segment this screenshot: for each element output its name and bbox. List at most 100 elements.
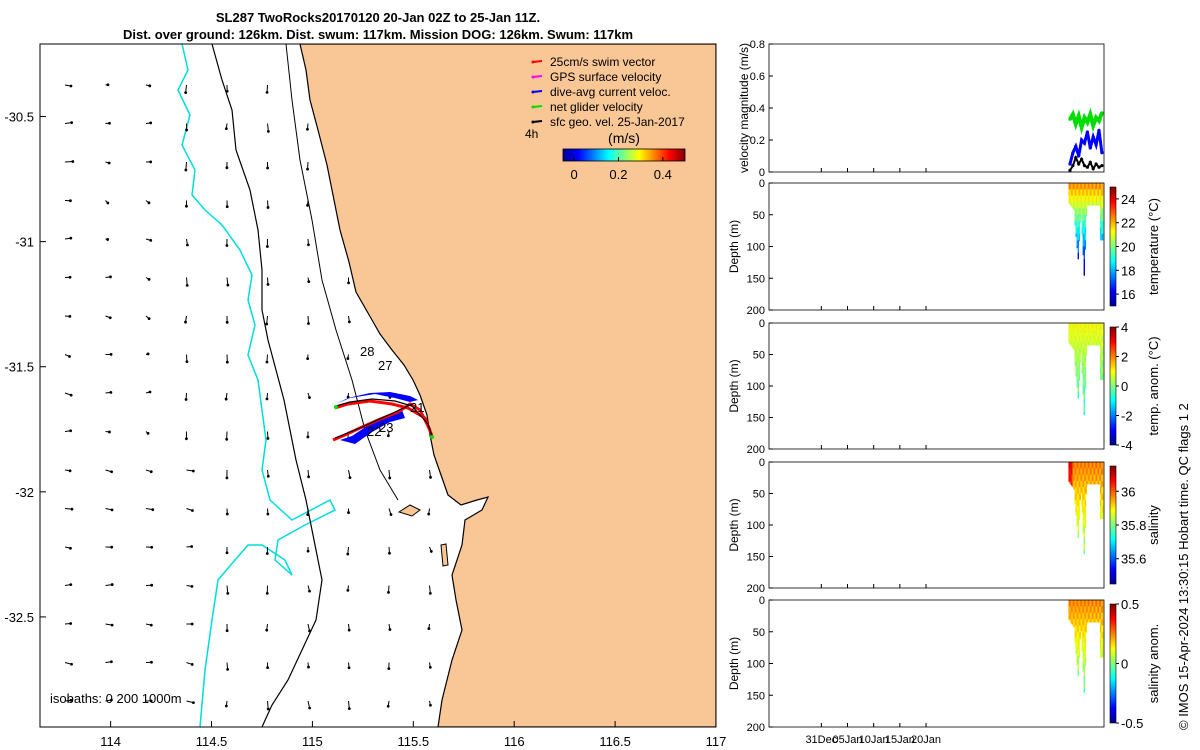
heatmap-cell xyxy=(1072,195,1074,203)
heatmap-cell xyxy=(1089,195,1092,203)
heatmap-cell xyxy=(1080,335,1082,343)
geo-vector-head xyxy=(107,161,111,165)
heatmap-cell xyxy=(1101,468,1104,475)
heatmap-cell xyxy=(1086,612,1089,620)
heatmap-cell xyxy=(1083,411,1085,415)
heatmap-cell xyxy=(1101,650,1104,658)
heatmap-cell xyxy=(1097,329,1100,336)
heatmap-cell xyxy=(1096,341,1099,346)
heatmap-cell xyxy=(1087,341,1090,346)
velocity-point xyxy=(1091,124,1095,128)
panel-ytick-label: 100 xyxy=(747,520,765,532)
heatmap-cell xyxy=(1085,480,1088,488)
geo-vector-head xyxy=(389,513,393,516)
heatmap-cell xyxy=(1085,606,1088,614)
panel-temperature: 0 50 100 150 200 Depth (m) 24 22 20 18 16 temperatu… xyxy=(727,178,1161,317)
heatmap-cell xyxy=(1083,638,1085,645)
heatmap-cell xyxy=(1084,468,1087,475)
heatmap-cell xyxy=(1078,240,1080,242)
geo-vector-head xyxy=(148,390,152,394)
heatmap-cell xyxy=(1071,183,1073,190)
heatmap-cell xyxy=(1083,537,1085,545)
heatmap-cell xyxy=(1069,183,1071,190)
velocity-point xyxy=(1068,168,1072,172)
heatmap-cell xyxy=(1076,195,1078,203)
heatmap-cell xyxy=(1097,323,1100,330)
heatmap-cell xyxy=(1081,462,1083,469)
heatmap-cell xyxy=(1076,619,1078,626)
legend-swatch xyxy=(532,105,543,108)
heatmap-cell xyxy=(1083,474,1085,482)
heatmap-cell xyxy=(1099,480,1102,488)
panel-colorbar xyxy=(1109,603,1117,724)
heatmap-cell xyxy=(1074,189,1076,196)
heatmap-cell xyxy=(1078,518,1080,520)
legend-swatch-dot xyxy=(531,60,535,64)
heatmap-cell xyxy=(1086,341,1089,346)
geo-vector-head xyxy=(108,121,111,125)
geo-vector-head xyxy=(347,281,350,285)
heatmap-cell xyxy=(1100,612,1103,620)
heatmap-cell xyxy=(1078,512,1080,519)
heatmap-cell xyxy=(1090,612,1093,620)
heatmap-cell xyxy=(1070,606,1072,614)
heatmap-cell xyxy=(1077,663,1079,671)
heatmap-cell xyxy=(1089,323,1092,330)
heatmap-cell xyxy=(1097,474,1100,482)
heatmap-cell xyxy=(1083,663,1085,671)
heatmap-cell xyxy=(1079,487,1081,494)
net-velocity-marker xyxy=(430,435,434,439)
panel-colorbar-label: 35.6 xyxy=(1121,552,1146,567)
heatmap-cell xyxy=(1069,341,1071,345)
geo-vector-head xyxy=(109,390,113,394)
heatmap-cell xyxy=(1089,468,1092,475)
isobath-0m xyxy=(285,44,399,501)
heatmap-cell xyxy=(1084,373,1087,380)
geo-vector-head xyxy=(346,552,350,556)
heatmap-cell xyxy=(1083,676,1085,683)
geo-vector-head xyxy=(106,83,110,87)
heatmap-cell xyxy=(1070,329,1072,336)
heatmap-cell xyxy=(1082,379,1084,387)
heatmap-cell xyxy=(1096,202,1099,206)
heatmap-cell xyxy=(1081,208,1083,215)
heatmap-cell xyxy=(1100,506,1103,513)
panel-temp_anomaly: 0 50 100 150 200 Depth (m) 4 2 0 -2 -4 temp. anom. … xyxy=(727,318,1161,456)
heatmap-cell xyxy=(1068,329,1070,336)
heatmap-cell xyxy=(1076,606,1078,614)
heatmap-cell xyxy=(1090,335,1093,343)
heatmap-cell xyxy=(1075,512,1077,516)
heatmap-cell xyxy=(1078,335,1080,343)
heatmap-cell xyxy=(1081,227,1083,235)
legend-swatch xyxy=(532,90,543,93)
heatmap-cell xyxy=(1092,195,1095,203)
velocity-point xyxy=(1082,164,1087,168)
heatmap-cell xyxy=(1081,233,1083,235)
heatmap-cell xyxy=(1074,208,1076,215)
velocity-point xyxy=(1082,116,1087,120)
heatmap-cell xyxy=(1086,619,1089,623)
heatmap-cell xyxy=(1084,650,1087,658)
heatmap-cell xyxy=(1085,493,1088,495)
heatmap-cell xyxy=(1080,208,1082,214)
heatmap-cell xyxy=(1078,600,1080,607)
geo-vector-head xyxy=(265,245,269,248)
heatmap-cell xyxy=(1092,329,1095,336)
heatmap-cell xyxy=(1093,329,1096,336)
velocity-point xyxy=(1079,138,1084,142)
heatmap-cell xyxy=(1079,480,1081,488)
heatmap-cell xyxy=(1081,512,1083,514)
heatmap-cell xyxy=(1079,202,1081,209)
heatmap-cell xyxy=(1085,462,1088,469)
heatmap-cell xyxy=(1076,221,1078,228)
heatmap-cell xyxy=(1096,183,1099,190)
geo-vector-head xyxy=(306,203,309,207)
panel-cbar-title: salinity xyxy=(1146,505,1161,545)
heatmap-cell xyxy=(1074,183,1076,190)
heatmap-cell xyxy=(1078,638,1080,645)
heatmap-cell xyxy=(1076,493,1078,501)
heatmap-cell xyxy=(1094,202,1097,206)
heatmap-cell xyxy=(1092,462,1095,469)
